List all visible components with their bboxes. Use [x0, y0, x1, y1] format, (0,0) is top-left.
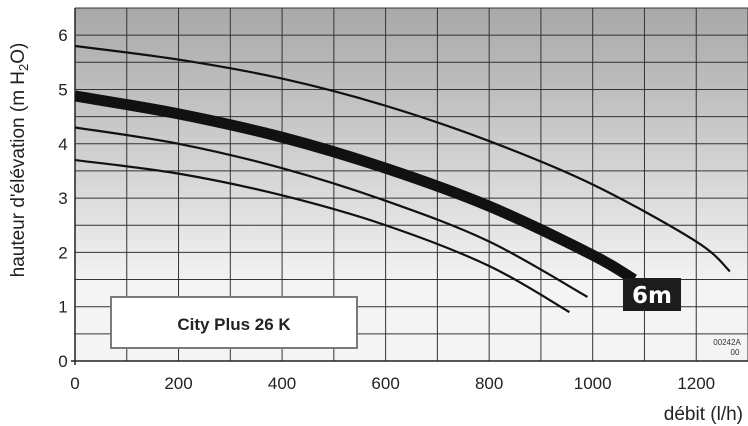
pump-curves [75, 44, 731, 314]
model-label: City Plus 26 K [177, 315, 291, 334]
x-tick-labels: 0 200 400 600 800 1000 1200 [70, 374, 715, 393]
reference-code-line1: 00242A [713, 338, 741, 347]
y-tick-label: 1 [58, 298, 67, 317]
y-tick-label: 4 [58, 135, 67, 154]
model-label-box: City Plus 26 K [110, 296, 358, 349]
x-axis-title: débit (l/h) [664, 404, 743, 425]
curve-line-1 [75, 44, 731, 273]
y-tick-label: 6 [58, 26, 67, 45]
axes [71, 8, 748, 365]
y-tick-label: 5 [58, 80, 67, 99]
x-tick-label: 1200 [677, 374, 715, 393]
x-tick-label: 800 [475, 374, 503, 393]
y-axis-title-main: hauteur d'élévation (m H [8, 71, 29, 277]
y-axis-title-subscript: 2 [16, 64, 31, 71]
x-tick-label: 200 [164, 374, 192, 393]
x-tick-label: 1000 [574, 374, 612, 393]
model-label-frame [110, 296, 358, 349]
x-tick-label: 600 [371, 374, 399, 393]
y-tick-label: 2 [58, 243, 67, 262]
curve-tag-background [623, 278, 681, 311]
y-axis-title-tail: O) [8, 43, 29, 64]
y-tick-label: 3 [58, 189, 67, 208]
reference-code-line2: 00 [731, 348, 740, 357]
y-tick-label: 0 [58, 352, 67, 371]
y-tick-labels: 0 1 2 3 4 5 6 [58, 26, 67, 371]
x-tick-label: 0 [70, 374, 79, 393]
y-axis-title: hauteur d'élévation (m H2O) [8, 43, 31, 278]
curve-line-4 [75, 158, 570, 314]
x-tick-label: 400 [268, 374, 296, 393]
curve-line-3 [75, 126, 589, 298]
curve-6m-line [75, 90, 637, 285]
curve-tag-label: 6m [632, 283, 672, 309]
curve-tag: 6m [623, 278, 681, 311]
